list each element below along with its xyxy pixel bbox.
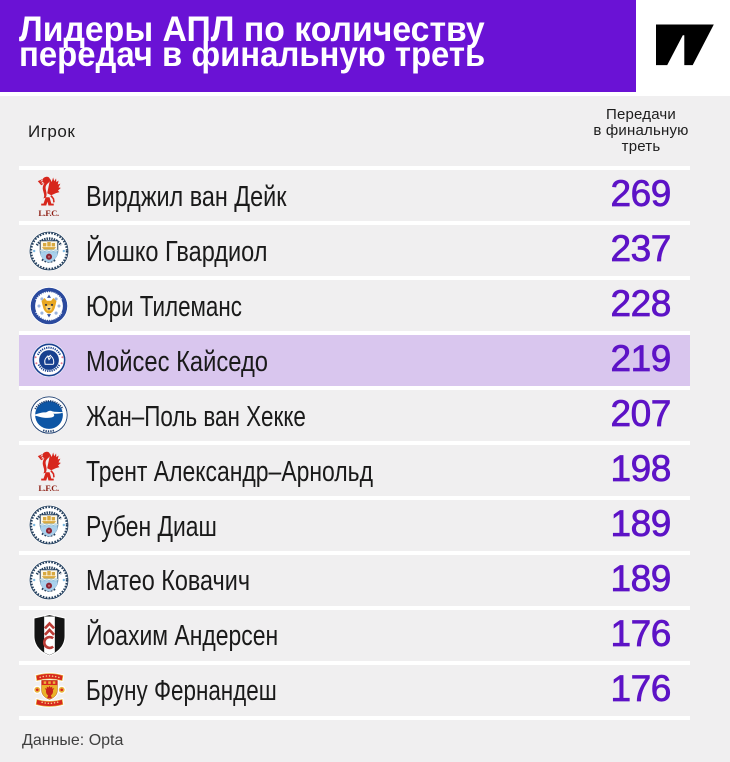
svg-text:L.F.C.: L.F.C.: [38, 483, 59, 493]
svg-text:L.F.C.: L.F.C.: [38, 208, 59, 218]
